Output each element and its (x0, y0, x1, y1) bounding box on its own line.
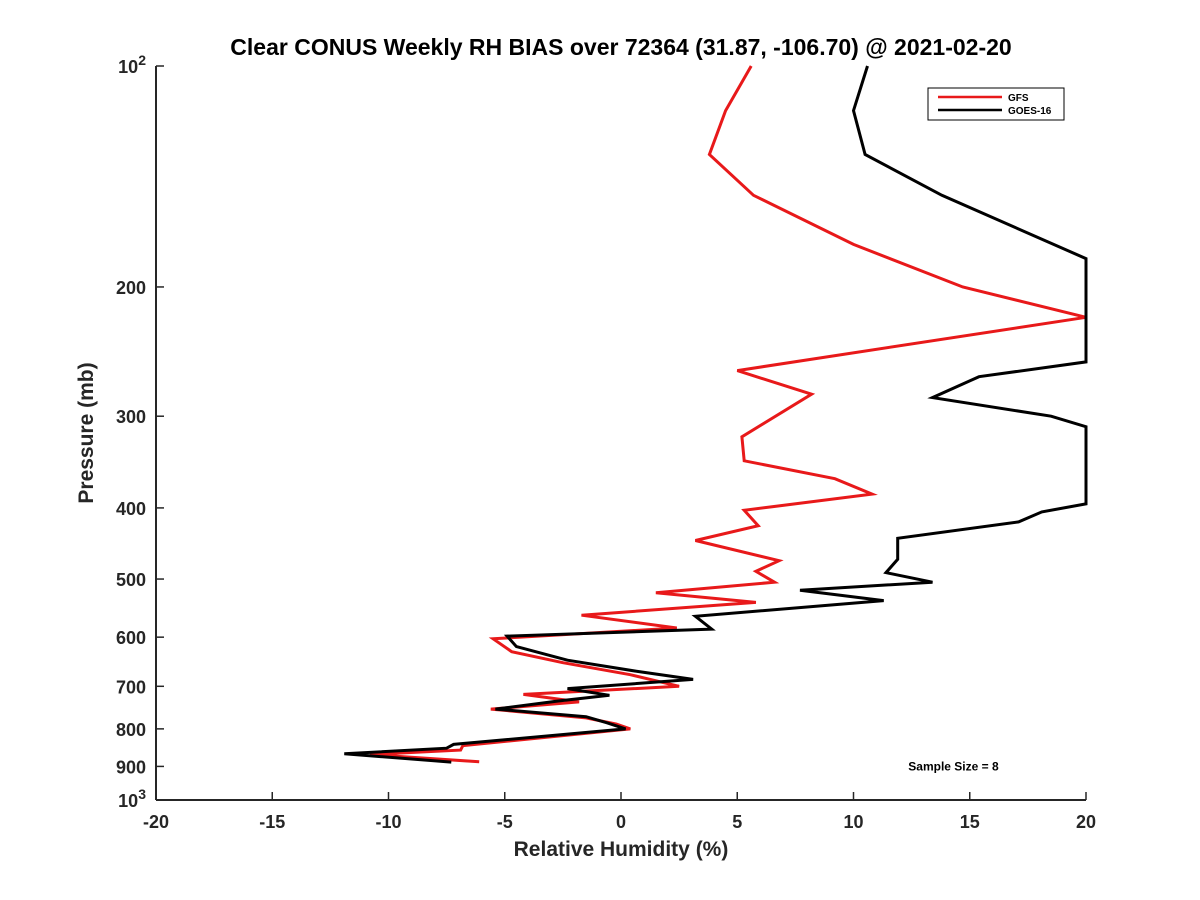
series-line-gfs (369, 65, 1087, 764)
y-tick-label-power: 103 (118, 786, 146, 811)
plot-area: -20 -15 -10 -5 0 5 10 15 20 200 300 400 500 600 700 80… (116, 52, 1096, 832)
series-line-goes16 (344, 65, 1088, 764)
x-tick-label: 20 (1076, 812, 1096, 832)
x-tick-label: -5 (497, 812, 513, 832)
x-tick-label: -15 (259, 812, 285, 832)
x-ticks: -20 -15 -10 -5 0 5 10 15 20 (143, 792, 1096, 832)
x-tick-label: -20 (143, 812, 169, 832)
x-tick-label: -10 (375, 812, 401, 832)
legend-box (927, 87, 1065, 121)
y-tick-label: 700 (116, 677, 146, 697)
sample-size-annotation: Sample Size = 8 (908, 759, 999, 773)
y-ticks: 200 300 400 500 600 700 800 900 102 103 (116, 52, 164, 811)
y-tick-label: 500 (116, 570, 146, 590)
y-tick-label-power: 102 (118, 52, 146, 77)
y-tick-label: 400 (116, 499, 146, 519)
legend-label-goes16: GOES-16 (1008, 106, 1052, 117)
x-tick-label: 15 (960, 812, 980, 832)
y-axis-label: Pressure (mb) (75, 362, 98, 503)
x-tick-label: 5 (732, 812, 742, 832)
x-tick-label: 10 (843, 812, 863, 832)
y-tick-label: 600 (116, 628, 146, 648)
x-axis-label: Relative Humidity (%) (514, 838, 729, 861)
chart-title: Clear CONUS Weekly RH BIAS over 72364 (3… (230, 34, 1011, 60)
x-tick-label: 0 (616, 812, 626, 832)
y-tick-label: 300 (116, 407, 146, 427)
y-tick-label: 200 (116, 278, 146, 298)
y-tick-label: 800 (116, 720, 146, 740)
legend: GFS GOES-16 (927, 87, 1065, 121)
legend-label-gfs: GFS (1008, 93, 1029, 104)
y-tick-label: 900 (116, 757, 146, 777)
series-layer (344, 65, 1088, 764)
